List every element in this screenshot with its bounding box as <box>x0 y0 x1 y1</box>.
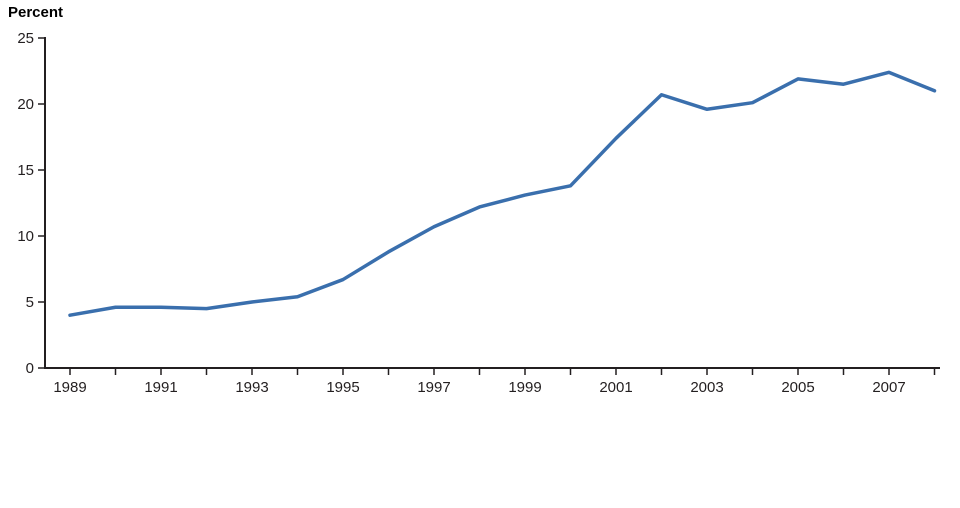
x-tick-label: 1999 <box>508 379 541 396</box>
x-tick-label: 2005 <box>781 379 814 396</box>
x-tick-label: 2003 <box>690 379 723 396</box>
series-line <box>68 70 937 317</box>
x-tick-label: 2007 <box>872 379 905 396</box>
y-axis-title: Percent <box>8 4 64 21</box>
y-tick-label: 20 <box>17 96 34 113</box>
y-tick-label: 10 <box>17 228 34 245</box>
x-tick-label: 1995 <box>326 379 359 396</box>
x-tick-label: 1997 <box>417 379 450 396</box>
y-tick-label: 0 <box>26 360 34 377</box>
x-tick-label: 1991 <box>144 379 177 396</box>
x-tick-label: 2001 <box>599 379 632 396</box>
y-tick-label: 5 <box>26 294 34 311</box>
y-tick-label: 25 <box>17 30 34 47</box>
y-tick-label: 15 <box>17 162 34 179</box>
x-tick-label: 1989 <box>53 379 86 396</box>
x-tick-label: 1993 <box>235 379 268 396</box>
